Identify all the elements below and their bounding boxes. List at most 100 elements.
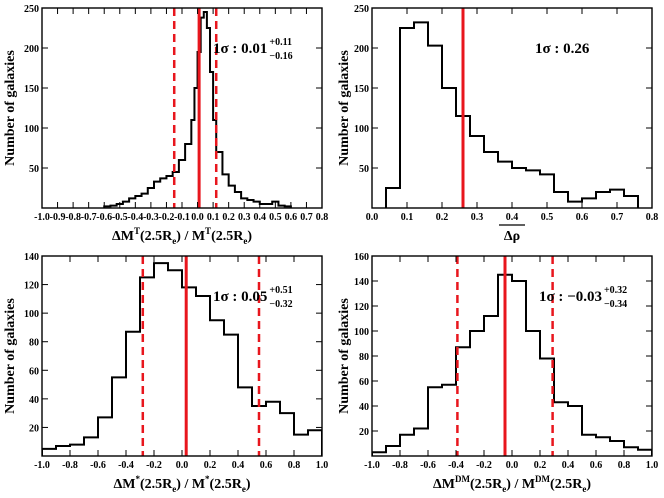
y-tick-label: 40	[359, 402, 369, 413]
x-tick-label: -0.8	[62, 460, 78, 471]
x-tick-label: -0.4	[118, 460, 134, 471]
histogram-bar	[610, 441, 624, 456]
x-tick-label: 0.4	[254, 212, 267, 223]
histogram-bar	[160, 178, 166, 208]
histogram-bar	[294, 435, 308, 456]
histogram-bar	[222, 174, 228, 208]
histogram-bar	[442, 88, 456, 208]
y-tick-label: 20	[29, 423, 39, 434]
x-tick-label: 0.6	[576, 212, 589, 223]
sigma-annotation: 1σ : 0.05	[213, 289, 267, 305]
y-tick-label: 100	[24, 124, 39, 135]
y-tick-label: 80	[359, 352, 369, 363]
sigma-lower: −0.32	[269, 299, 292, 310]
histogram-bar	[582, 435, 596, 456]
histogram-bar	[135, 196, 141, 208]
y-tick-label: 120	[354, 302, 369, 313]
x-tick-label: -1.0	[34, 460, 50, 471]
y-tick-label: 250	[354, 4, 369, 15]
histogram-bar	[400, 28, 414, 208]
x-axis-label: ΔMT​(2.5Re​) / MT​(2.5Re​)	[112, 226, 252, 246]
histogram-bar	[42, 449, 56, 456]
sigma-upper: +0.32	[604, 285, 627, 296]
y-tick-label: 50	[359, 164, 369, 175]
histogram-bar	[207, 28, 210, 208]
x-tick-label: -1.0	[34, 212, 50, 223]
histogram-series	[385, 21, 639, 208]
histogram-bar	[596, 192, 610, 208]
histogram-bar	[204, 12, 207, 208]
sigma-annotation: 1σ : −0.03	[539, 289, 602, 305]
histogram-bar	[191, 120, 194, 208]
panel-1: -1.0 -0.9 -0.8 -0.7 -0.6 -0.5 -0.4 -0.3 -0.2 -0.1…	[3, 4, 328, 246]
histogram-bar	[154, 263, 168, 456]
histogram-bar	[194, 88, 197, 208]
histogram-bar	[308, 430, 322, 456]
y-tick-label: 150	[354, 84, 369, 95]
histogram-bar	[554, 402, 568, 456]
x-tick-label: 1.0	[316, 460, 329, 471]
histogram-bar	[70, 445, 84, 456]
histogram-bar	[210, 72, 213, 208]
y-axis-label: Number of galaxies	[337, 298, 352, 414]
x-tick-label: -1.0	[364, 460, 380, 471]
sigma-lower: −0.16	[269, 51, 292, 62]
histogram-bar	[224, 335, 238, 456]
y-axis-label: Number of galaxies	[337, 50, 352, 166]
histogram-bar	[56, 446, 70, 456]
histogram-bar	[442, 385, 456, 456]
x-tick-label: 0.0	[176, 460, 189, 471]
panel-4: -1.0 -0.8 -0.6 -0.4 -0.2 0.0 0.2 0.4 0.6 0.8 1.0 20…	[337, 252, 658, 494]
histogram-bar	[142, 194, 148, 208]
y-tick-label: 80	[29, 338, 39, 349]
histogram-bar	[154, 182, 160, 208]
histogram-bar	[126, 332, 140, 456]
sigma-annotation: 1σ : 0.01	[213, 41, 267, 57]
sigma-upper: +0.51	[269, 285, 292, 296]
histogram-series	[42, 262, 322, 456]
histogram-bar	[84, 437, 98, 456]
x-tick-label: 1.0	[646, 460, 659, 471]
histogram-bar	[638, 450, 652, 456]
panel-2: 0.0 0.1 0.2 0.3 0.4 0.5 0.6 0.7 0.8 50 100 150 200 25…	[337, 4, 658, 244]
histogram-bar	[554, 192, 568, 208]
x-tick-label: 0.4	[506, 212, 519, 223]
x-tick-label: 0.4	[232, 460, 245, 471]
x-tick-label: -0.7	[81, 212, 97, 223]
sigma-annotation: 1σ : 0.26	[535, 41, 590, 57]
histogram-bar	[229, 186, 235, 208]
x-tick-label: 0.2	[534, 460, 547, 471]
histogram-bar	[238, 387, 252, 456]
sigma-upper: +0.11	[269, 37, 292, 48]
x-tick-label: 0.2	[204, 460, 217, 471]
x-tick-label: 0.6	[590, 460, 603, 471]
x-tick-label: -0.6	[420, 460, 436, 471]
x-tick-label: 0.0	[191, 212, 204, 223]
x-tick-label: -0.8	[392, 460, 408, 471]
histogram-bar	[400, 435, 414, 456]
histogram-bar	[166, 176, 172, 208]
histogram-bar	[484, 316, 498, 456]
y-tick-label: 20	[359, 427, 369, 438]
x-tick-label: 0.6	[285, 212, 298, 223]
x-tick-label: 0.7	[611, 212, 624, 223]
x-axis-label: ΔMDM​(2.5Re​) / MDM​(2.5Re​)	[433, 474, 591, 494]
histogram-bar	[168, 270, 182, 456]
y-tick-label: 160	[354, 252, 369, 263]
x-tick-label: 0.7	[300, 212, 313, 223]
histogram-bar	[414, 22, 428, 208]
histogram-bar	[266, 402, 280, 456]
x-tick-label: -0.5	[112, 212, 128, 223]
histogram-bar	[129, 198, 135, 208]
histogram-series	[103, 11, 292, 208]
histogram-bar	[235, 192, 241, 208]
x-tick-label: 0.2	[436, 212, 449, 223]
histogram-bar	[624, 196, 638, 208]
histogram-bar	[526, 331, 540, 456]
x-tick-label: 0.8	[646, 212, 659, 223]
y-tick-label: 140	[354, 277, 369, 288]
y-tick-label: 60	[29, 366, 39, 377]
y-tick-label: 100	[354, 327, 369, 338]
x-tick-label: -0.2	[159, 212, 175, 223]
